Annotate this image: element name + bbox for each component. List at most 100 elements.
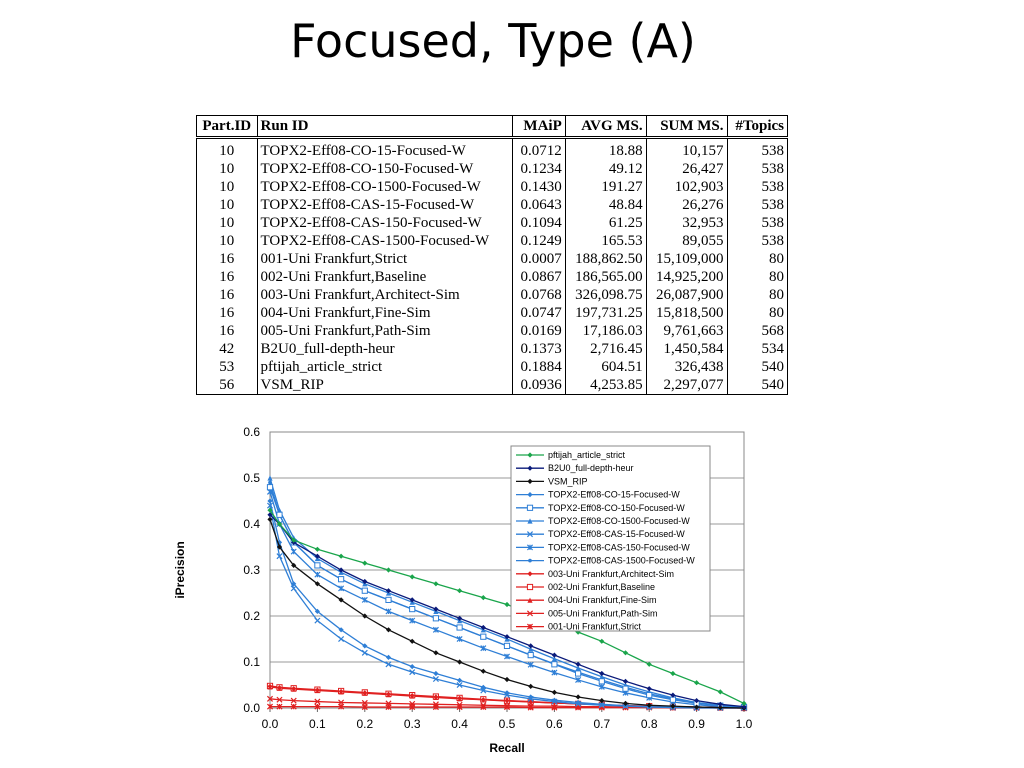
legend-item: TOPX2-Eff08-CO-150-Focused-W [516,503,685,513]
legend-item: 004-Uni Frankfurt,Fine-Sim [516,595,657,605]
data-point [267,512,273,518]
cell-sum-ms: 9,761,663 [645,322,728,340]
data-point [338,553,344,559]
x-tick-label: 0.0 [262,717,279,731]
data-point [551,697,557,703]
cell-avg-ms: 17,186.03 [564,322,647,340]
data-point [338,635,345,643]
data-point [361,596,368,603]
legend-label: TOPX2-Eff08-CO-1500-Focused-W [548,516,690,526]
iprecision-recall-chart: 0.0 0.1 0.2 0.3 0.4 0.5 0.6 0.0 0.1 0.2 0.3 0.4 0.5 0… [173,425,753,755]
cell-run-id: TOPX2-Eff08-CO-1500-Focused-W [256,178,514,196]
x-tick-label: 0.5 [499,717,516,731]
data-point [551,669,558,676]
cell-run-id: 005-Uni Frankfurt,Path-Sim [256,322,514,340]
cell-sum-ms: 14,925,200 [645,268,728,286]
cell-run-id: TOPX2-Eff08-CO-15-Focused-W [256,137,514,160]
legend-item: TOPX2-Eff08-CAS-15-Focused-W [516,529,685,539]
data-point [503,702,511,709]
data-point [480,687,487,694]
col-header-part-id: Part.ID [196,115,258,139]
data-point [669,696,676,703]
cell-topics: 538 [726,137,789,160]
data-point [361,649,368,656]
cell-topics: 540 [726,358,789,376]
cell-part-id: 42 [196,340,258,358]
legend-item: 005-Uni Frankfurt,Path-Sim [516,608,658,618]
x-axis-label: Recall [489,741,524,755]
cell-run-id: 004-Uni Frankfurt,Fine-Sim [256,304,514,322]
cell-maip: 0.1234 [512,160,566,178]
data-point [266,695,274,702]
data-point [432,701,439,708]
data-point [527,597,533,603]
data-point [290,548,297,555]
data-point [526,531,534,538]
data-point [551,700,557,706]
data-point [622,678,629,684]
y-tick-label: 0.0 [243,701,260,715]
cell-maip: 0.0643 [512,196,566,214]
cell-run-id: 002-Uni Frankfurt,Baseline [256,268,514,286]
data-point [267,498,273,504]
data-point [528,646,534,652]
table-row: 16 001-Uni Frankfurt,Strict 0.0007 188,862.… [196,250,789,268]
x-tick-label: 0.1 [309,717,326,731]
x-tick-label: 0.9 [688,717,705,731]
data-point [599,638,605,644]
legend-item: TOPX2-Eff08-CO-1500-Focused-W [516,516,690,526]
data-point [646,692,653,699]
cell-sum-ms: 15,109,000 [645,250,728,268]
cell-avg-ms: 18.88 [564,137,647,160]
data-point [480,595,486,601]
data-point [528,683,534,689]
x-tick-label: 0.7 [593,717,610,731]
cell-avg-ms: 186,565.00 [564,268,647,286]
y-tick-label: 0.4 [243,517,260,531]
data-point [314,617,321,624]
cell-sum-ms: 326,438 [645,358,728,376]
series-line [269,500,744,709]
data-point [575,665,581,671]
cell-avg-ms: 48.84 [564,196,647,214]
data-point [385,627,392,633]
legend-item: 001-Uni Frankfurt,Strict [516,622,642,632]
cell-avg-ms: 165.53 [564,232,647,250]
data-point [599,698,605,704]
data-point [433,694,439,700]
data-point [717,701,723,707]
data-point [338,688,344,695]
data-point [526,610,534,617]
data-point [694,704,700,710]
cell-topics: 80 [726,268,789,286]
data-point [456,624,463,631]
x-tick-label: 1.0 [736,717,753,731]
legend-item: 003-Uni Frankfurt,Architect-Sim [516,569,674,579]
data-point [480,668,486,674]
col-header-maip: MAiP [512,115,566,139]
cell-sum-ms: 26,087,900 [645,286,728,304]
data-point [480,697,486,703]
x-tick-label: 0.2 [356,717,373,731]
legend-label: VSM_RIP [548,476,588,486]
data-point [575,676,582,683]
table-row: 10 TOPX2-Eff08-CAS-1500-Focused-W 0.1249 16… [196,232,789,250]
table-header-row: Part.ID Run ID MAiP AVG MS. SUM MS. #Top… [196,115,789,139]
cell-part-id: 10 [196,137,258,160]
data-point [276,511,283,518]
data-point [362,613,368,619]
data-point [314,571,321,578]
y-tick-label: 0.6 [243,425,260,439]
data-point [526,623,534,630]
cell-topics: 540 [726,376,789,395]
data-point [694,698,700,704]
table-row: 16 004-Uni Frankfurt,Fine-Sim 0.0747 197,73… [196,304,789,322]
data-point [457,695,463,701]
legend-label: TOPX2-Eff08-CO-15-Focused-W [548,490,680,500]
cell-sum-ms: 32,953 [645,214,728,232]
cell-part-id: 10 [196,232,258,250]
data-point [527,518,533,524]
col-header-sum-ms: SUM MS. [645,115,728,139]
data-point [526,583,534,591]
cell-run-id: TOPX2-Eff08-CAS-150-Focused-W [256,214,514,232]
